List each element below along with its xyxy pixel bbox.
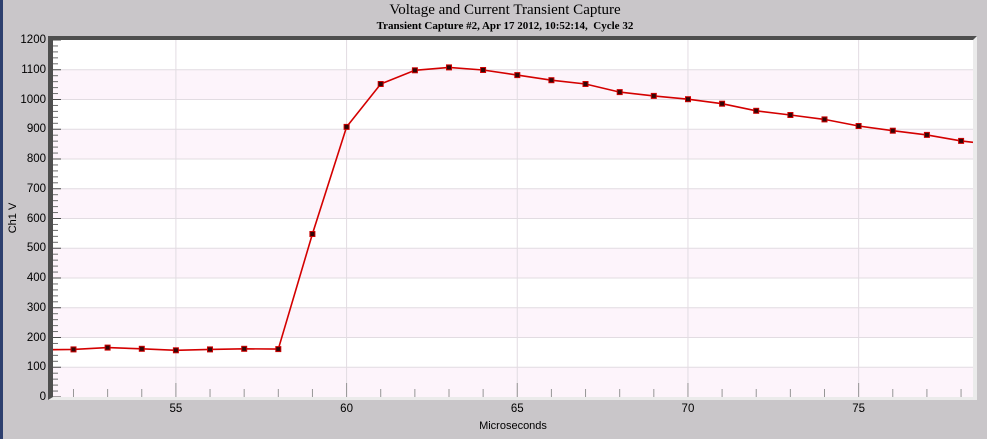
chart-subtitle: Transient Capture #2, Apr 17 2012, 10:52… [376,20,634,32]
x-axis-label: Microseconds [479,420,547,432]
x-axis-ticks [72,383,962,397]
x-axis-tick-label: 70 [681,403,695,415]
y-axis-tick-label: 400 [26,272,46,284]
y-axis-tick-label: 1100 [21,63,46,76]
y-axis-tick-label: 600 [26,212,46,225]
y-axis-tick-label: 500 [26,242,46,255]
y-axis-tick-label: 1000 [20,93,46,106]
y-axis-tick-label: 1200 [20,34,46,46]
y-axis-tick-label: 100 [26,361,46,374]
data-point-markers [70,64,965,354]
background-bands [53,40,973,397]
y-axis-tick-label: 800 [26,153,46,165]
y-axis-tick-label: 700 [26,182,46,195]
window-left-edge [0,0,3,439]
x-axis-tick-label: 75 [852,403,866,415]
plot-canvas [53,40,973,397]
grid-lines [53,40,973,397]
y-axis-tick-label: 300 [26,301,46,314]
plot-area [48,36,977,400]
x-axis-tick-label: 65 [510,403,524,415]
y-axis-tick-label: 900 [26,123,46,136]
y-axis-tick-label: 200 [26,331,46,344]
x-axis-tick-label: 55 [169,403,183,415]
y-axis-ticks [53,40,61,397]
chart-title: Voltage and Current Transient Capture [389,2,621,18]
x-axis-tick-label: 60 [340,403,353,415]
y-axis-tick-label: 0 [39,391,46,403]
